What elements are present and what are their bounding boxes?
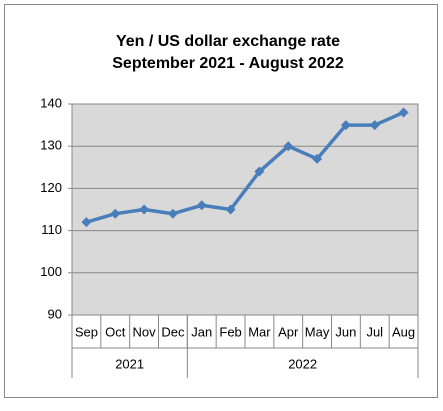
marker xyxy=(283,141,294,152)
marker xyxy=(167,208,178,219)
marker xyxy=(110,208,121,219)
y-tick-label: 120 xyxy=(40,180,62,195)
x-tick-label: Dec xyxy=(161,324,185,339)
marker xyxy=(225,204,236,215)
x-tick-label: May xyxy=(305,324,330,339)
marker xyxy=(196,200,207,211)
marker xyxy=(139,204,150,215)
marker xyxy=(81,217,92,228)
x-group-label: 2022 xyxy=(288,356,317,371)
marker xyxy=(254,166,265,177)
x-tick-label: Feb xyxy=(219,324,241,339)
chart-title: Yen / US dollar exchange rate xyxy=(116,33,340,50)
x-tick-label: Mar xyxy=(248,324,271,339)
y-tick-label: 100 xyxy=(40,264,62,279)
x-tick-label: Jan xyxy=(191,324,212,339)
marker xyxy=(398,107,409,118)
x-tick-label: Apr xyxy=(278,324,299,339)
x-tick-label: Nov xyxy=(133,324,157,339)
x-tick-label: Jun xyxy=(335,324,356,339)
plot-area xyxy=(71,103,419,316)
x-group-label: 2021 xyxy=(115,356,144,371)
chart-subtitle: September 2021 - August 2022 xyxy=(112,55,344,72)
y-tick-label: 130 xyxy=(40,138,62,153)
y-tick-label: 110 xyxy=(41,222,62,237)
marker xyxy=(312,153,323,164)
x-tick-label: Oct xyxy=(105,324,126,339)
y-tick-label: 140 xyxy=(40,95,62,110)
x-tick-label: Jul xyxy=(366,324,383,339)
y-tick-label: 90 xyxy=(48,306,62,321)
x-tick-label: Aug xyxy=(392,324,415,339)
x-tick-label: Sep xyxy=(75,324,98,339)
marker xyxy=(369,120,380,131)
marker xyxy=(340,120,351,131)
